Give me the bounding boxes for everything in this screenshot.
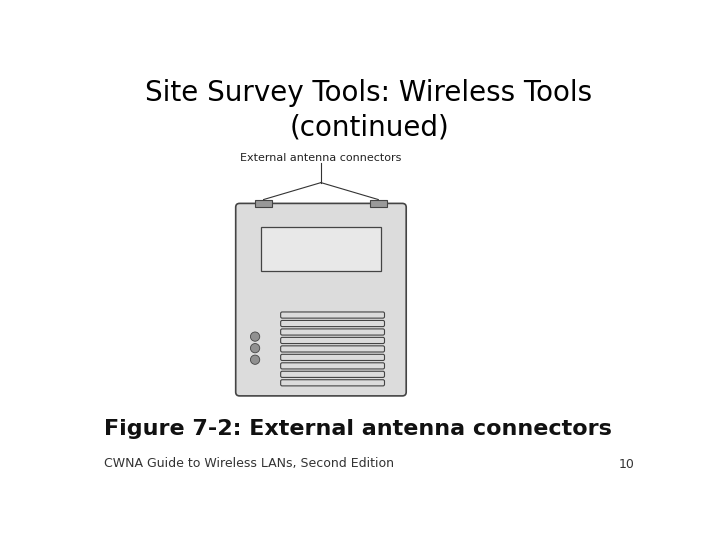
FancyBboxPatch shape — [281, 346, 384, 352]
Bar — [261, 226, 382, 271]
Circle shape — [251, 332, 260, 341]
Bar — [370, 200, 387, 207]
FancyBboxPatch shape — [281, 354, 384, 361]
FancyBboxPatch shape — [281, 363, 384, 369]
FancyBboxPatch shape — [235, 204, 406, 396]
FancyBboxPatch shape — [281, 320, 384, 327]
Circle shape — [251, 355, 260, 364]
Text: 10: 10 — [619, 457, 635, 470]
FancyBboxPatch shape — [281, 312, 384, 318]
Bar — [255, 200, 272, 207]
Circle shape — [251, 343, 260, 353]
Text: Site Survey Tools: Wireless Tools
(continued): Site Survey Tools: Wireless Tools (conti… — [145, 79, 593, 141]
Text: External antenna connectors: External antenna connectors — [240, 153, 402, 163]
Text: CWNA Guide to Wireless LANs, Second Edition: CWNA Guide to Wireless LANs, Second Edit… — [104, 457, 394, 470]
FancyBboxPatch shape — [281, 338, 384, 343]
FancyBboxPatch shape — [281, 380, 384, 386]
FancyBboxPatch shape — [281, 329, 384, 335]
Text: Figure 7-2: External antenna connectors: Figure 7-2: External antenna connectors — [104, 419, 612, 439]
FancyBboxPatch shape — [281, 372, 384, 377]
